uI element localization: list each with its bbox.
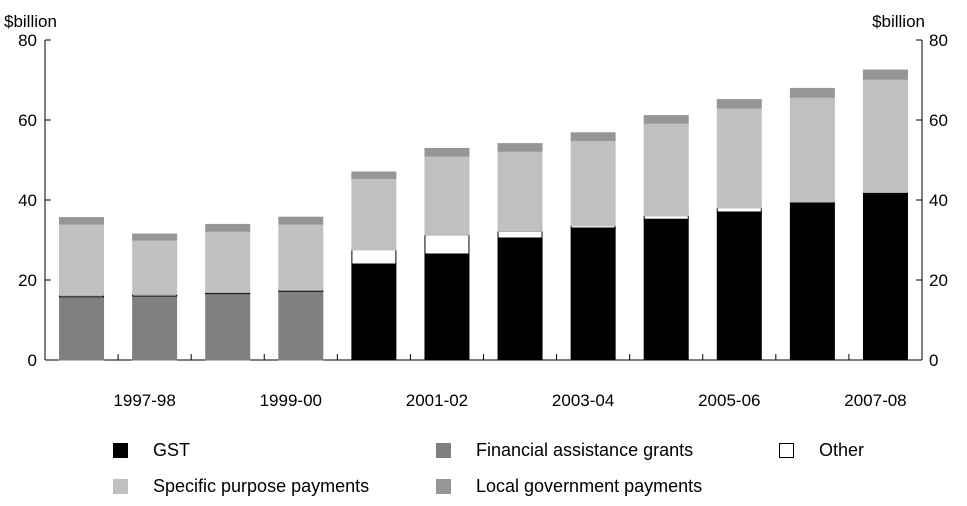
- bar-financial-assistance-grants-1996-97: [59, 296, 105, 361]
- x-axis: 1997-98 1999-00 2001-02 2003-04 2005-06 2007-…: [44, 354, 923, 410]
- bar-specific-purpose-payments-2000-01: [351, 177, 397, 251]
- bar-gst-2005-06: [716, 211, 762, 361]
- bar-local-government-payments-2003-04: [570, 132, 616, 141]
- bar-local-government-payments-1996-97: [59, 217, 105, 225]
- bar-local-government-payments-2001-02: [424, 147, 470, 157]
- bar-specific-purpose-payments-2001-02: [424, 155, 470, 236]
- bar-local-government-payments-2002-03: [497, 143, 543, 152]
- bar-specific-purpose-payments-2005-06: [716, 107, 762, 209]
- bar-specific-purpose-payments-1998-99: [205, 230, 251, 293]
- bar-other-2005-06: [716, 207, 762, 213]
- bar-other-2002-03: [497, 230, 543, 239]
- bar-specific-purpose-payments-2003-04: [570, 139, 616, 227]
- y-tick-label-right-40: 40: [929, 191, 948, 210]
- bar-specific-purpose-payments-1996-97: [59, 223, 105, 296]
- bar-gst-2003-04: [570, 227, 616, 361]
- bar-local-government-payments-2000-01: [351, 171, 397, 179]
- bar-gst-2000-01: [351, 263, 397, 361]
- y-tick-label-left-80: 80: [18, 31, 37, 50]
- bar-local-government-payments-1998-99: [205, 223, 251, 232]
- y-tick-label-left-60: 60: [18, 111, 37, 130]
- bar-other-2004-05: [643, 215, 689, 220]
- y-axis-left-title: $billion: [4, 12, 57, 31]
- x-tick-label-2005-06: 2005-06: [698, 391, 760, 410]
- bar-local-government-payments-2004-05: [643, 115, 689, 124]
- y-tick-label-right-20: 20: [929, 271, 948, 290]
- bar-gst-2001-02: [424, 253, 470, 361]
- x-tick-label-2007-08: 2007-08: [844, 391, 906, 410]
- bar-specific-purpose-payments-2004-05: [643, 122, 689, 217]
- bar-gst-2006-07: [789, 202, 835, 361]
- y-tick-label-left-20: 20: [18, 271, 37, 290]
- bar-gst-2002-03: [497, 237, 543, 361]
- bar-specific-purpose-payments-1999-00: [278, 223, 324, 291]
- bar-specific-purpose-payments-2006-07: [789, 96, 835, 203]
- bar-financial-assistance-grants-1997-98: [132, 295, 178, 361]
- bar-local-government-payments-1997-98: [132, 233, 178, 241]
- bar-specific-purpose-payments-2007-08: [862, 78, 908, 193]
- bar-gst-2004-05: [643, 218, 689, 361]
- bar-specific-purpose-payments-2002-03: [497, 150, 543, 232]
- bar-specific-purpose-payments-1997-98: [132, 239, 178, 295]
- bar-local-government-payments-2005-06: [716, 99, 762, 109]
- bar-local-government-payments-2006-07: [789, 87, 835, 98]
- y-tick-label-left-0: 0: [28, 351, 37, 370]
- bars-group: [59, 69, 908, 361]
- y-axis-left: 0 20 40 60 80: [18, 31, 51, 370]
- y-tick-label-right-80: 80: [929, 31, 948, 50]
- x-tick-label-1997-98: 1997-98: [113, 391, 175, 410]
- y-axis-right: 0 20 40 60 80: [916, 31, 948, 370]
- y-tick-label-right-0: 0: [929, 351, 938, 370]
- bar-gst-2007-08: [862, 192, 908, 361]
- bar-local-government-payments-1999-00: [278, 216, 324, 225]
- bar-other-2000-01: [351, 249, 397, 265]
- bar-local-government-payments-2007-08: [862, 69, 908, 80]
- x-tick-label-2003-04: 2003-04: [552, 391, 614, 410]
- x-tick-label-1999-00: 1999-00: [260, 391, 322, 410]
- x-tick-label-2001-02: 2001-02: [406, 391, 468, 410]
- y-tick-label-right-60: 60: [929, 111, 948, 130]
- bar-financial-assistance-grants-1999-00: [278, 290, 324, 361]
- bar-financial-assistance-grants-1998-99: [205, 293, 251, 361]
- y-tick-label-left-40: 40: [18, 191, 37, 210]
- y-axis-right-title: $billion: [872, 12, 925, 31]
- bar-other-2001-02: [424, 234, 470, 255]
